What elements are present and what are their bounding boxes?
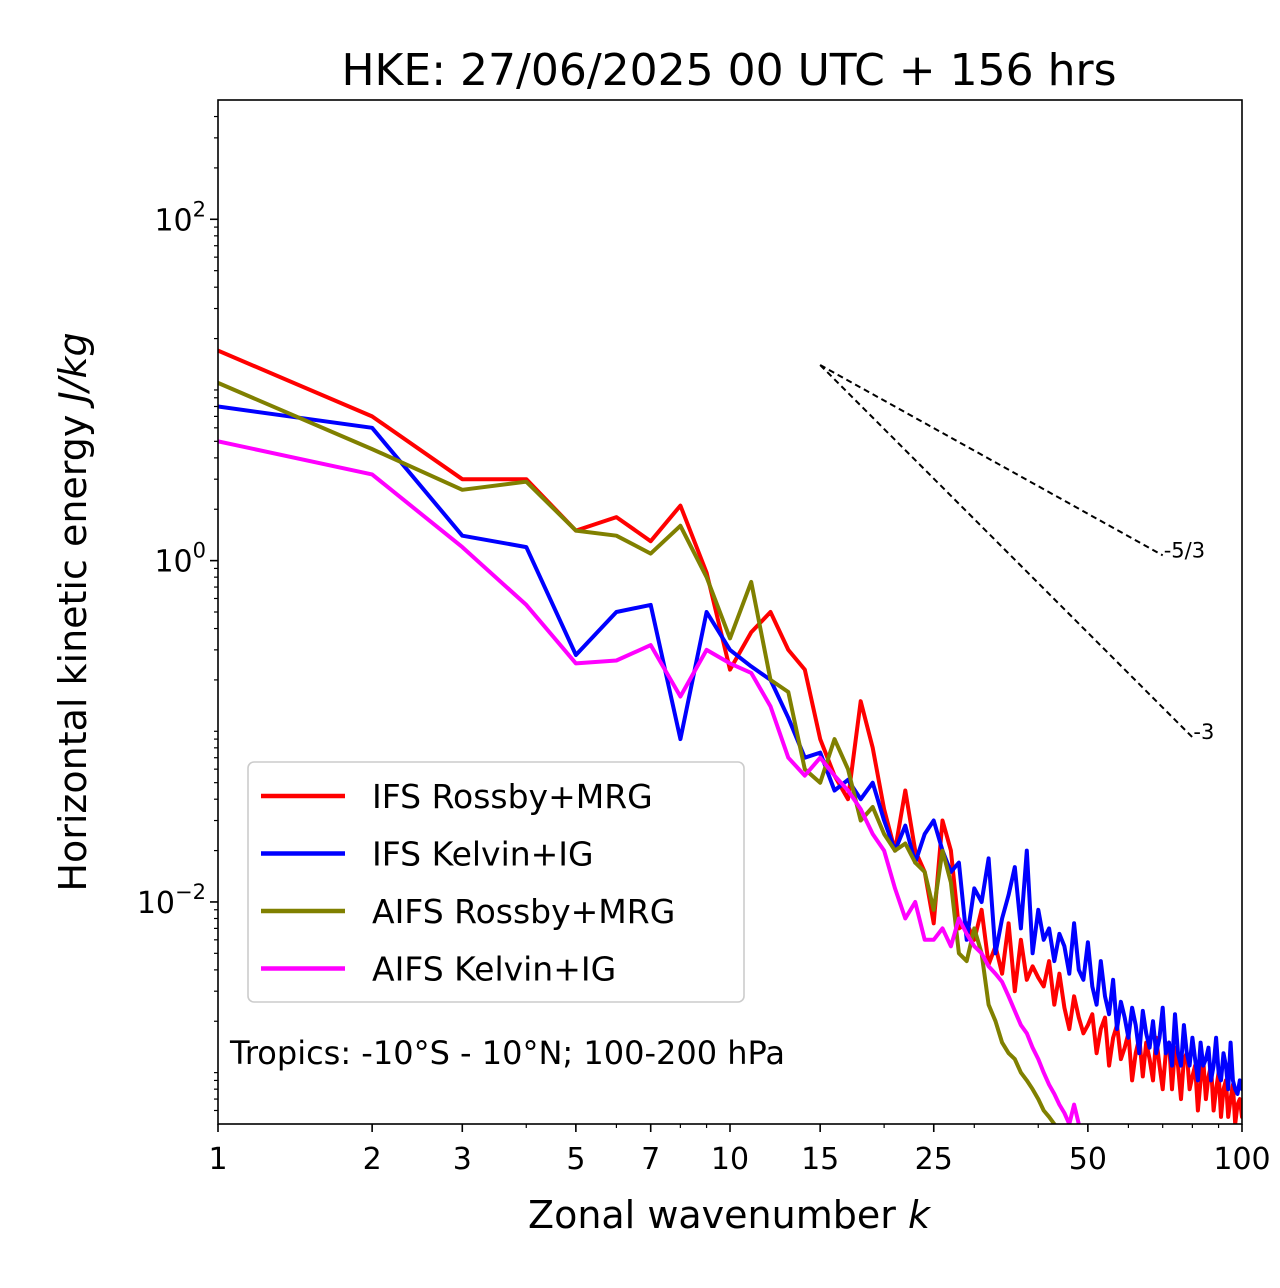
reference-slope-line xyxy=(819,364,1164,557)
y-tick-label: 102 xyxy=(154,197,206,238)
x-tick-labels: 1 2 3 5 7 10 15 25 50 100 xyxy=(208,1142,1270,1177)
chart-title: HKE: 27/06/2025 00 UTC + 156 hrs xyxy=(341,45,1116,96)
series-lines xyxy=(218,348,1242,1124)
y-tick-label: 100 xyxy=(154,539,206,580)
plot-frame xyxy=(217,99,1243,1125)
x-axis-label: Zonal wavenumber k xyxy=(528,1193,932,1237)
x-tick-label: 25 xyxy=(915,1142,953,1177)
legend-label: IFS Rossby+MRG xyxy=(372,777,653,816)
legend: IFS Rossby+MRG IFS Kelvin+IG AIFS Rossby+M… xyxy=(247,761,745,1003)
x-tick-label: 10 xyxy=(711,1142,749,1177)
series-line xyxy=(218,380,1057,1124)
reference-slope-line xyxy=(819,364,1194,738)
series-line xyxy=(218,439,1081,1124)
x-tick-label: 1 xyxy=(208,1142,227,1177)
x-tick-label: 7 xyxy=(641,1142,660,1177)
y-tick-labels: 100 102 10−2 xyxy=(137,197,206,921)
reference-slope-label: -5/3 xyxy=(1164,538,1205,562)
x-tick-label: 50 xyxy=(1069,1142,1107,1177)
x-tick-label: 2 xyxy=(363,1142,382,1177)
legend-label: AIFS Kelvin+IG xyxy=(372,950,616,989)
x-tick-label: 3 xyxy=(453,1142,472,1177)
series-line xyxy=(218,348,1242,1124)
legend-label: IFS Kelvin+IG xyxy=(372,835,594,874)
reference-lines: -5/3 -3 xyxy=(819,364,1214,744)
y-axis-label: Horizontal kinetic energy J/kg xyxy=(51,332,95,891)
y-tick-label: 10−2 xyxy=(137,880,206,921)
legend-label: AIFS Rossby+MRG xyxy=(372,892,675,931)
legend-box xyxy=(247,761,745,1003)
region-annotation: Tropics: -10°S - 10°N; 100-200 hPa xyxy=(229,1034,785,1072)
reference-slope-label: -3 xyxy=(1193,720,1214,744)
x-tick-label: 100 xyxy=(1213,1142,1270,1177)
x-tick-label: 5 xyxy=(566,1142,585,1177)
x-tick-label: 15 xyxy=(801,1142,839,1177)
